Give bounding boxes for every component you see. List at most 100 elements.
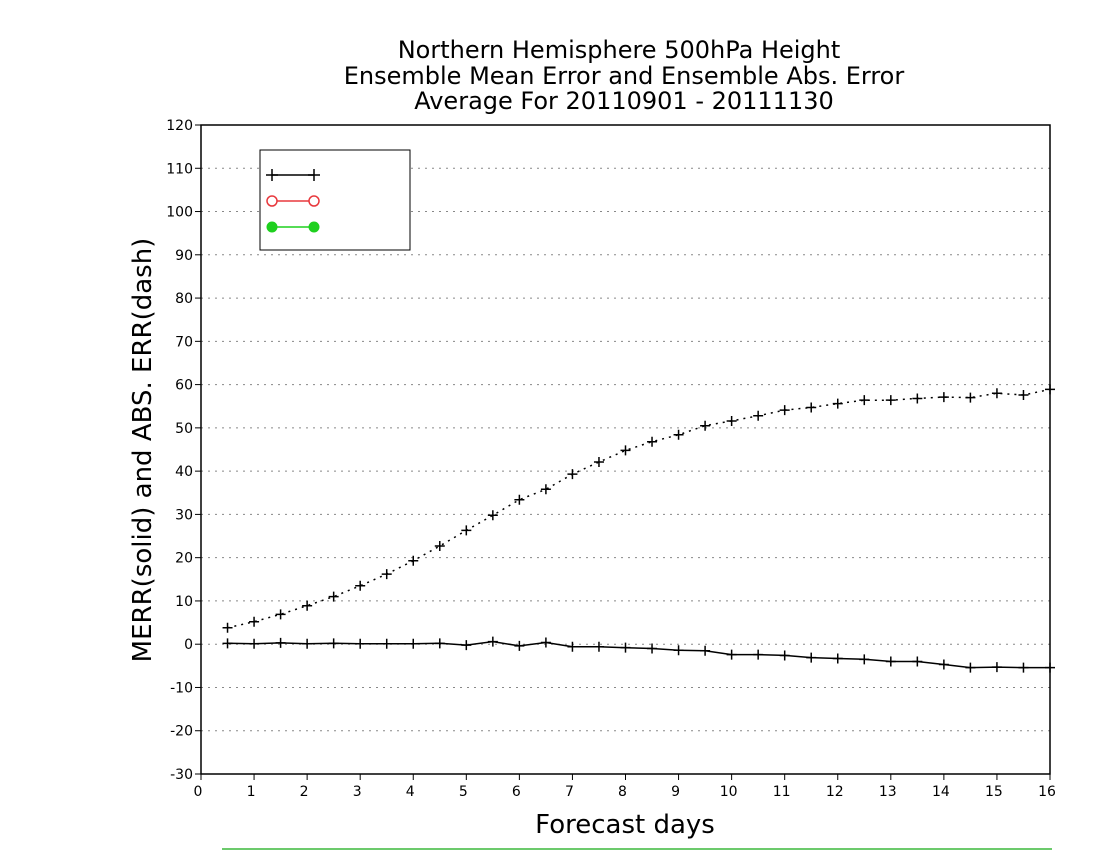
x-tick-label: 2 [300,784,309,800]
x-tick-label: 12 [826,784,844,800]
data-point-mean-error [540,637,551,648]
data-point-mean-error [302,638,313,649]
data-point-abs-error [355,580,366,591]
legend-marker-filled-circle [266,221,278,233]
data-point-abs-error [540,484,551,495]
y-tick-label: -20 [170,724,193,740]
x-tick-label: 15 [985,784,1003,800]
data-point-mean-error [965,662,976,673]
data-point-mean-error [328,638,339,649]
data-point-mean-error [408,638,419,649]
data-point-abs-error [647,436,658,447]
y-tick-label: -10 [170,680,193,696]
x-tick-label: 9 [671,784,680,800]
series-line-mean-error [227,640,1050,669]
data-point-abs-error [275,609,286,620]
gridlines [201,167,1050,732]
data-point-mean-error [1018,662,1029,673]
data-point-mean-error [806,652,817,663]
y-tick-label: 60 [175,378,193,394]
data-point-abs-error [593,457,604,468]
data-point-mean-error [726,649,737,660]
x-tick-label: 13 [879,784,897,800]
data-point-abs-error [700,420,711,431]
data-point-mean-error [567,641,578,652]
data-point-abs-error [1045,384,1055,395]
y-tick-label: 110 [166,161,193,177]
data-point-mean-error [620,642,631,653]
data-point-mean-error [249,638,260,649]
y-tick-label: 30 [175,507,193,523]
x-axis: 0 1 2 3 4 5 6 7 8 9 10 11 12 13 14 15 16 [194,774,1056,800]
y-tick-label: 50 [175,421,193,437]
x-axis-label: Forecast days [535,810,715,840]
x-tick-label: 3 [353,784,362,800]
x-tick-label: 4 [406,784,415,800]
x-tick-label: 5 [459,784,468,800]
data-point-abs-error [938,392,949,403]
legend-marker-filled-circle [308,221,320,233]
legend-box [259,149,411,251]
data-point-mean-error [991,662,1002,673]
legend-marker-plus [308,169,320,181]
data-point-abs-error [328,591,339,602]
data-point-mean-error [700,645,711,656]
x-tick-label: 10 [720,784,738,800]
data-point-mean-error [938,659,949,670]
legend-marker-open-circle [266,195,278,207]
data-point-mean-error [912,656,923,667]
data-point-mean-error [832,653,843,664]
data-point-mean-error [355,638,366,649]
title-line-1: Northern Hemisphere 500hPa Height [398,36,841,64]
data-point-abs-error [912,393,923,404]
data-point-abs-error [965,392,976,403]
data-point-abs-error [673,429,684,440]
legend-marker-open-circle [308,195,320,207]
y-tick-label: 90 [175,248,193,264]
data-point-abs-error [381,569,392,580]
data-point-abs-error [302,600,313,611]
data-point-mean-error [779,650,790,661]
x-tick-label: 11 [773,784,791,800]
series-line-abs-error [227,388,1051,629]
data-point-mean-error [673,645,684,656]
data-point-mean-error [275,637,286,648]
y-tick-label: 0 [184,637,193,653]
data-point-mean-error [222,638,233,649]
data-point-abs-error [806,402,817,413]
y-tick-label: 70 [175,334,193,350]
data-point-abs-error [514,494,525,505]
x-tick-label: 8 [618,784,627,800]
data-point-abs-error [832,398,843,409]
data-point-abs-error [249,616,260,627]
data-point-abs-error [991,388,1002,399]
legend-marker-plus [266,169,278,181]
data-point-abs-error [461,525,472,536]
title-line-2: Ensemble Mean Error and Ensemble Abs. Er… [344,62,905,90]
x-tick-label: 0 [194,784,203,800]
y-tick-label: 100 [166,205,193,221]
data-point-abs-error [1018,389,1029,400]
data-point-abs-error [779,405,790,416]
data-point-mean-error [434,638,445,649]
data-point-abs-error [434,540,445,551]
y-tick-label: 80 [175,291,193,307]
data-point-mean-error [859,654,870,665]
y-tick-label: 10 [175,594,193,610]
data-point-mean-error [1045,662,1055,673]
title-line-3: Average For 20110901 - 20111130 [414,87,834,115]
y-axis-label: MERR(solid) and ABS. ERR(dash) [128,238,158,663]
data-point-abs-error [567,469,578,480]
data-point-abs-error [408,555,419,566]
data-point-mean-error [593,641,604,652]
series-group [222,384,1055,673]
x-tick-label: 14 [932,784,950,800]
y-tick-label: 120 [166,118,193,134]
data-point-mean-error [753,649,764,660]
y-tick-label: 40 [175,464,193,480]
data-point-abs-error [885,395,896,406]
data-point-abs-error [620,445,631,456]
data-point-abs-error [753,410,764,421]
y-tick-label: -30 [170,767,193,783]
